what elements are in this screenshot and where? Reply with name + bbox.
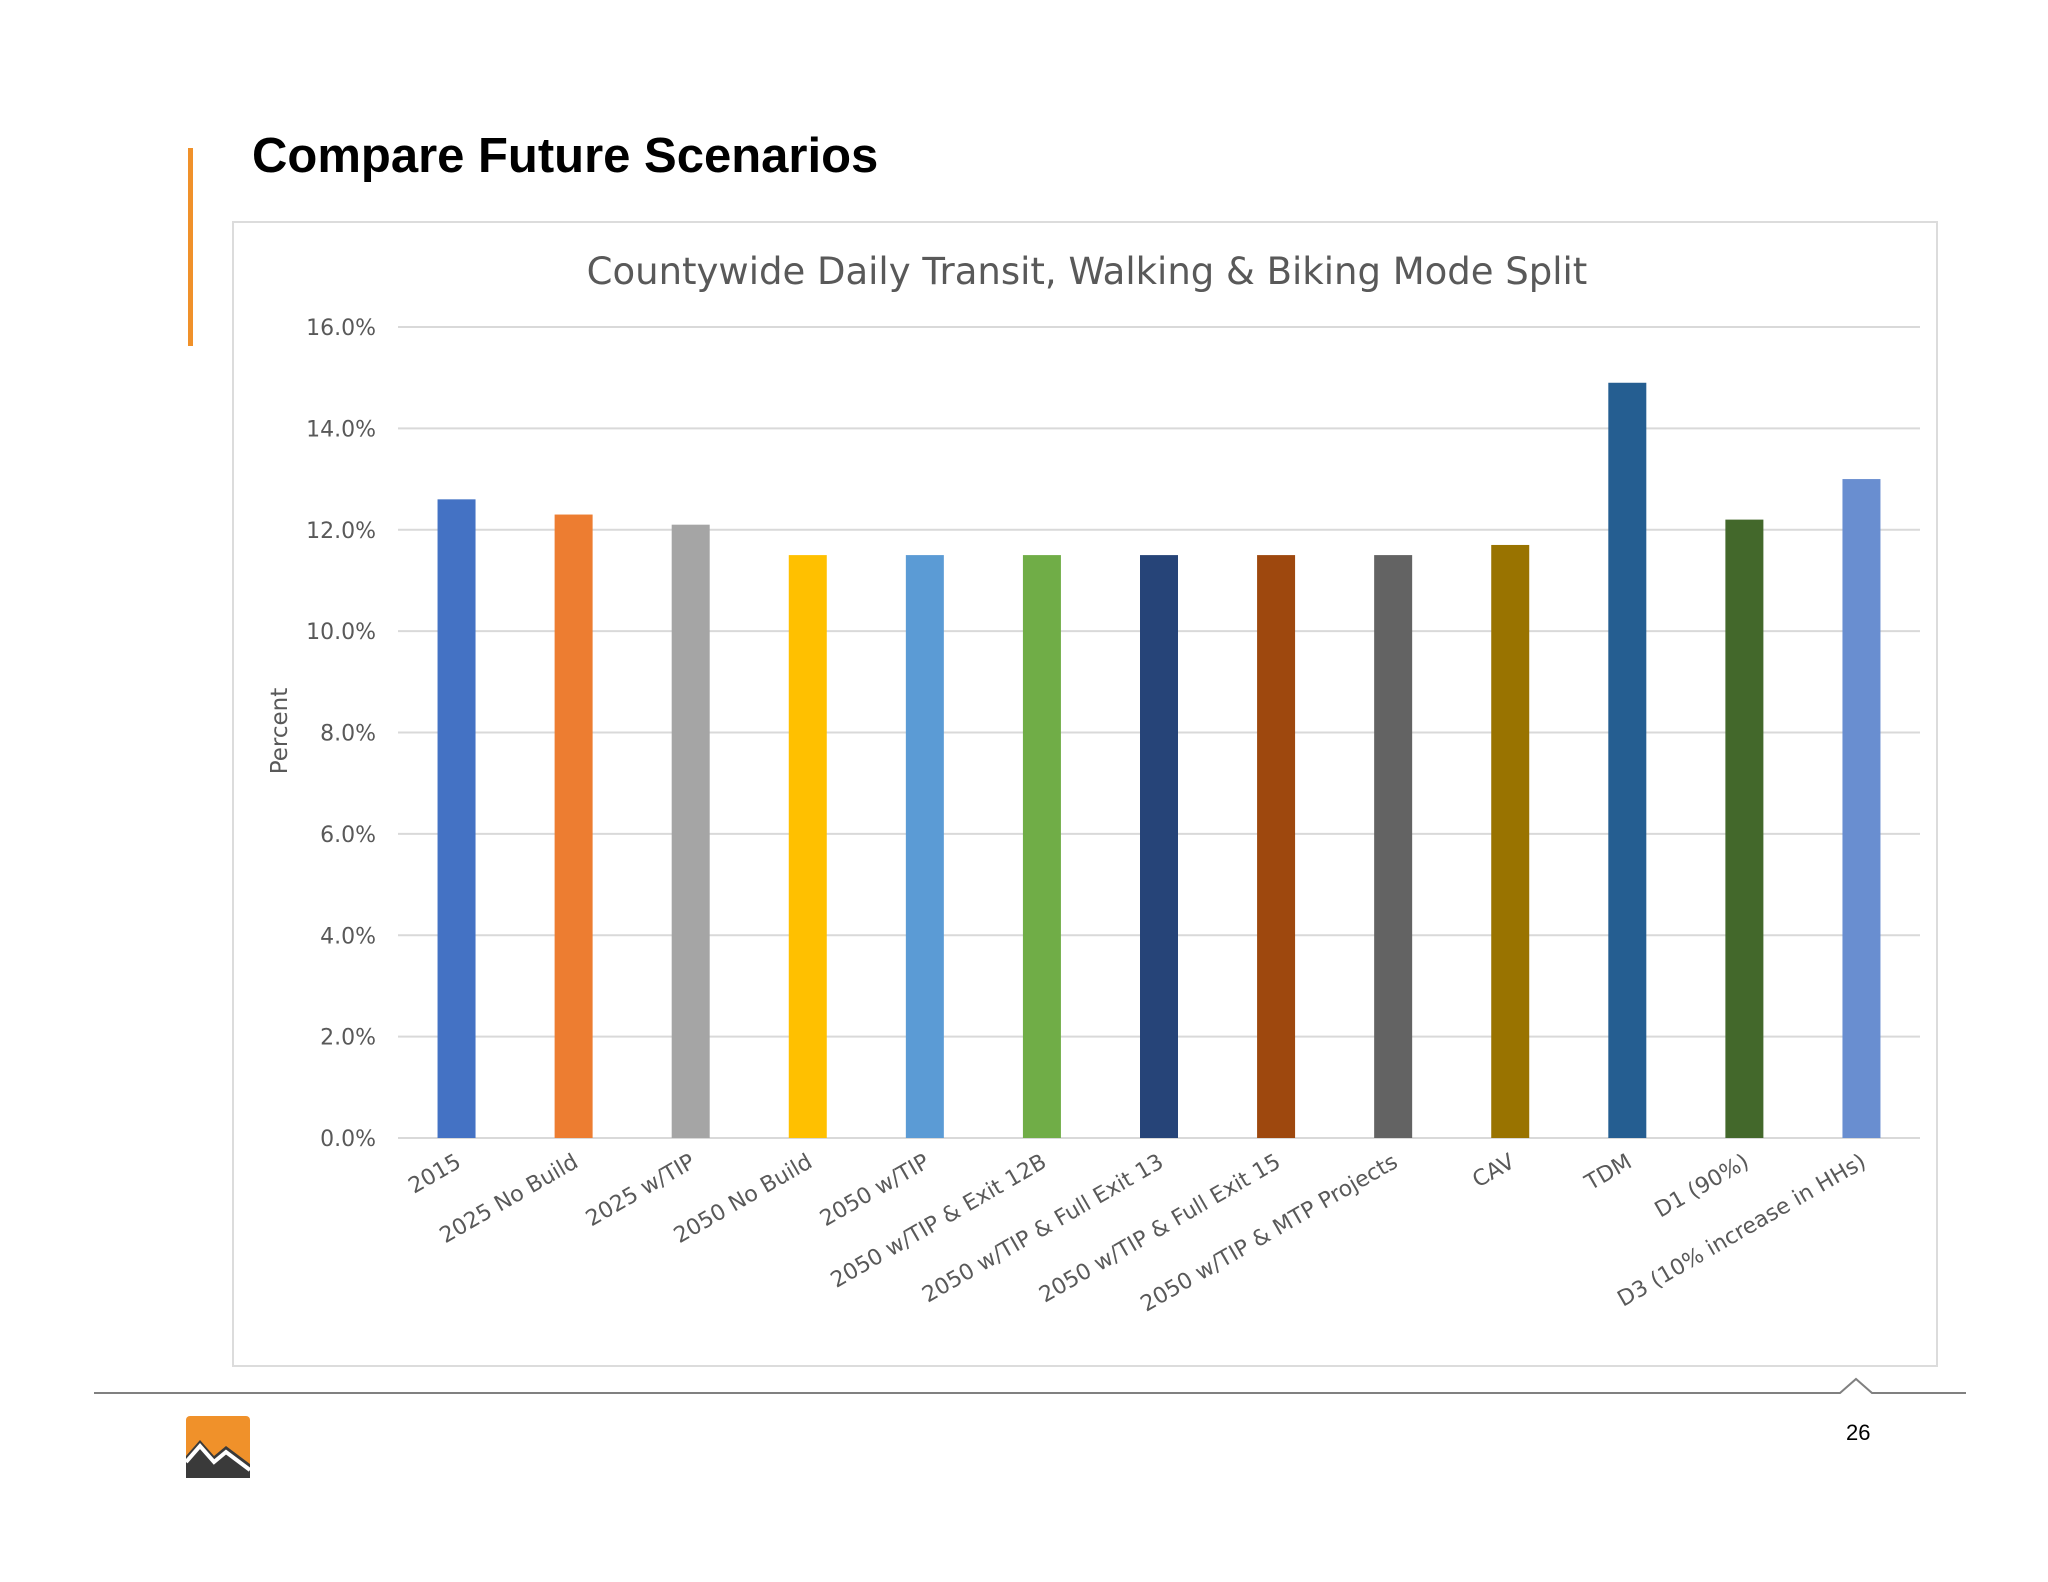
page-number: 26 bbox=[1846, 1420, 1871, 1445]
slide-title: Compare Future Scenarios bbox=[252, 129, 879, 183]
y-axis-label: Percent bbox=[267, 688, 293, 775]
chart-title: Countywide Daily Transit, Walking & Biki… bbox=[587, 250, 1588, 293]
bar bbox=[1608, 382, 1647, 1139]
organization-logo-icon bbox=[186, 1416, 250, 1478]
bar bbox=[1842, 479, 1881, 1138]
title-accent-bar bbox=[188, 148, 193, 346]
bar bbox=[1140, 555, 1178, 1138]
bar bbox=[1374, 555, 1413, 1138]
y-tick-label: 4.0% bbox=[320, 924, 376, 949]
bars bbox=[437, 382, 1881, 1139]
y-tick-label: 2.0% bbox=[320, 1026, 376, 1051]
bar bbox=[1257, 555, 1296, 1138]
x-tick-label: CAV bbox=[1469, 1150, 1520, 1194]
x-tick-label: 2050 w/TIP & Exit 12B bbox=[827, 1150, 1051, 1294]
y-tick-label: 6.0% bbox=[320, 823, 376, 848]
bar bbox=[554, 514, 593, 1138]
x-tick-label: D1 (90%) bbox=[1651, 1150, 1754, 1224]
y-tick-label: 12.0% bbox=[306, 519, 376, 544]
x-tick-label: 2015 bbox=[405, 1150, 466, 1200]
y-tick-labels: 0.0% 2.0% 4.0% 6.0% 8.0% 10.0% 12.0% 14.0% 16.0% bbox=[306, 316, 376, 1152]
bar bbox=[905, 555, 944, 1138]
y-tick-label: 0.0% bbox=[320, 1127, 376, 1152]
bar bbox=[671, 524, 710, 1138]
bar bbox=[437, 499, 476, 1138]
chart-frame: Countywide Daily Transit, Walking & Biki… bbox=[232, 221, 1938, 1367]
x-tick-label: TDM bbox=[1580, 1150, 1636, 1197]
y-tick-label: 14.0% bbox=[306, 417, 376, 442]
bar-chart: Countywide Daily Transit, Walking & Biki… bbox=[267, 250, 1920, 1318]
bar bbox=[788, 555, 827, 1138]
bar bbox=[1725, 519, 1764, 1138]
bar bbox=[1491, 544, 1530, 1138]
y-tick-label: 8.0% bbox=[320, 722, 376, 747]
bar bbox=[1022, 555, 1061, 1138]
y-tick-label: 10.0% bbox=[306, 620, 376, 645]
y-tick-label: 16.0% bbox=[306, 316, 376, 341]
